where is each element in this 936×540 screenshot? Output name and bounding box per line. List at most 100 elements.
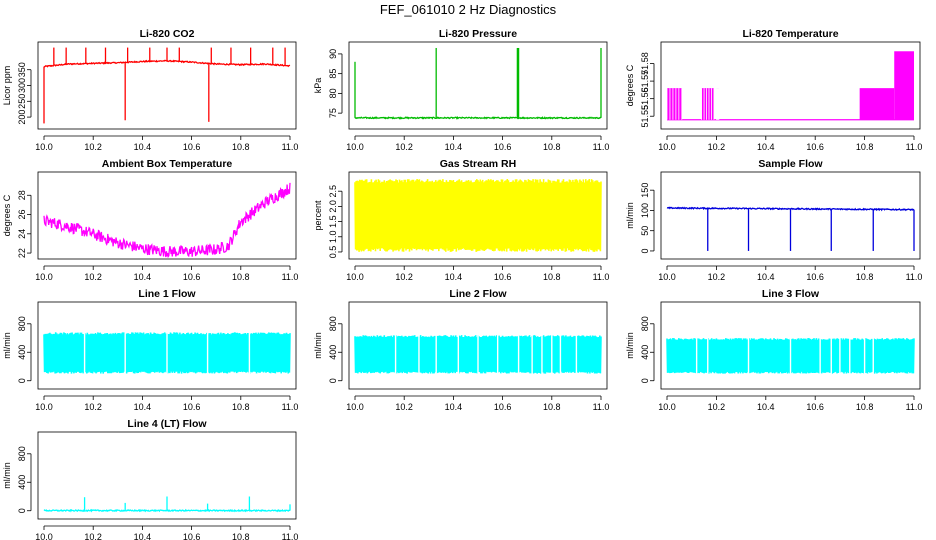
x-tick-label: 10.4 <box>134 402 152 412</box>
panel-co2: Li-820 CO2 10.0 10.2 10.4 10.6 10.8 11.0 200250… <box>2 28 298 152</box>
y-tick-label: 350 <box>17 62 27 77</box>
x-tick-label: 10.6 <box>806 142 824 152</box>
y-tick-label: 22 <box>17 248 27 258</box>
data-layer <box>354 334 602 375</box>
x-tick-label: 10.2 <box>708 142 726 152</box>
data-layer <box>43 47 291 124</box>
y-tick-label: 0.5 <box>328 246 338 259</box>
y-tick-label: 50 <box>640 226 650 236</box>
y-tick-label: 28 <box>17 190 27 200</box>
panels: Li-820 CO2 10.0 10.2 10.4 10.6 10.8 11.0 200250… <box>2 28 922 540</box>
panel-title: Line 2 Flow <box>449 288 507 300</box>
y-tick-label: 0 <box>17 378 27 383</box>
panel-title: Li-820 CO2 <box>140 28 195 40</box>
x-tick-label: 10.2 <box>84 142 102 152</box>
x-tick-label: 11.0 <box>906 272 923 282</box>
temperature-band-3 <box>859 88 895 120</box>
x-tick-label: 10.8 <box>543 142 561 152</box>
y-tick-label: 51.56 <box>640 87 650 110</box>
sample-flow-series <box>666 206 915 212</box>
x-tick-label: 10.0 <box>35 402 53 412</box>
plot-frame <box>348 41 608 130</box>
y-tick-label: 0 <box>640 378 650 383</box>
x-tick-label: 10.4 <box>134 272 152 282</box>
y-tick-label: 400 <box>640 345 650 360</box>
plot-frame <box>37 41 297 130</box>
y-tick-label: 2.5 <box>328 185 338 198</box>
panel-line4: Line 4 (LT) Flow 10.0 10.2 10.4 10.6 10.8 11.0… <box>2 418 298 540</box>
panel-title: Line 4 (LT) Flow <box>127 418 207 430</box>
x-tick-label: 10.0 <box>658 272 676 282</box>
plot-frame <box>660 171 921 260</box>
co2-series <box>43 59 291 68</box>
x-tick-label: 10.2 <box>708 272 726 282</box>
x-tick-label: 10.8 <box>543 272 561 282</box>
y-axis-label: ml/min <box>2 332 12 359</box>
y-tick-label: 150 <box>640 183 650 198</box>
panel-title: Sample Flow <box>758 158 823 170</box>
x-tick-label: 10.0 <box>35 272 53 282</box>
y-tick-label: 1.5 <box>328 215 338 228</box>
panel-temp: Li-820 Temperature 10.0 10.2 10.4 10.6 10.8 11… <box>625 28 922 152</box>
x-tick-label: 10.2 <box>395 402 413 412</box>
x-tick-label: 10.0 <box>346 142 364 152</box>
plot-frame <box>348 301 608 390</box>
x-tick-label: 10.4 <box>757 142 775 152</box>
data-layer <box>666 337 915 375</box>
plot-frame <box>660 301 921 390</box>
plot-frame <box>37 171 297 260</box>
y-axis-label: degrees C <box>2 194 12 236</box>
x-tick-label: 10.8 <box>232 532 250 540</box>
y-tick-label: 75 <box>328 108 338 118</box>
x-tick-label: 11.0 <box>282 532 299 540</box>
data-layer <box>43 182 291 259</box>
x-tick-label: 10.8 <box>856 402 874 412</box>
y-tick-label: 250 <box>17 94 27 109</box>
x-tick-label: 10.2 <box>395 142 413 152</box>
x-tick-label: 11.0 <box>906 142 923 152</box>
x-tick-label: 10.4 <box>445 402 463 412</box>
y-tick-label: 80 <box>328 88 338 98</box>
y-tick-label: 400 <box>17 345 27 360</box>
x-tick-label: 11.0 <box>906 402 923 412</box>
data-layer <box>666 51 914 121</box>
y-axis-label: ml/min <box>2 462 12 489</box>
x-tick-label: 10.4 <box>134 532 152 540</box>
ambient-series <box>43 182 291 259</box>
x-tick-label: 10.6 <box>183 402 201 412</box>
x-tick-label: 10.4 <box>445 142 463 152</box>
x-tick-label: 10.6 <box>806 272 824 282</box>
x-tick-label: 10.0 <box>35 532 53 540</box>
plot-frame <box>37 431 297 520</box>
y-axis-label: percent <box>313 200 323 231</box>
y-axis-label: degrees C <box>625 64 635 106</box>
y-tick-label: 1.0 <box>328 231 338 244</box>
x-tick-label: 10.6 <box>494 272 512 282</box>
y-tick-label: 51.55 <box>640 105 650 128</box>
y-tick-label: 51.58 <box>640 52 650 75</box>
y-tick-label: 800 <box>17 446 27 461</box>
panel-title: Line 1 Flow <box>138 288 196 300</box>
panel-title: Li-820 Pressure <box>439 28 517 40</box>
x-tick-label: 10.2 <box>84 532 102 540</box>
panel-rh: Gas Stream RH 10.0 10.2 10.4 10.6 10.8 11.0 0.5… <box>313 158 609 282</box>
x-tick-label: 10.2 <box>84 402 102 412</box>
panel-title: Gas Stream RH <box>440 158 516 170</box>
data-layer <box>43 496 291 513</box>
y-tick-label: 26 <box>17 210 27 220</box>
x-tick-label: 10.8 <box>543 402 561 412</box>
y-axis-label: kPa <box>313 78 323 94</box>
panel-title: Ambient Box Temperature <box>102 158 233 170</box>
x-tick-label: 10.4 <box>445 272 463 282</box>
x-tick-label: 10.4 <box>134 142 152 152</box>
y-tick-label: 400 <box>328 345 338 360</box>
x-tick-label: 10.0 <box>658 402 676 412</box>
y-tick-label: 0 <box>17 508 27 513</box>
x-tick-label: 11.0 <box>282 272 299 282</box>
y-tick-label: 24 <box>17 229 27 239</box>
panel-ambient: Ambient Box Temperature 10.0 10.2 10.4 10.6 1… <box>2 158 298 282</box>
temperature-band-0 <box>667 88 682 120</box>
plot-frame <box>37 301 297 390</box>
x-tick-label: 10.6 <box>183 142 201 152</box>
